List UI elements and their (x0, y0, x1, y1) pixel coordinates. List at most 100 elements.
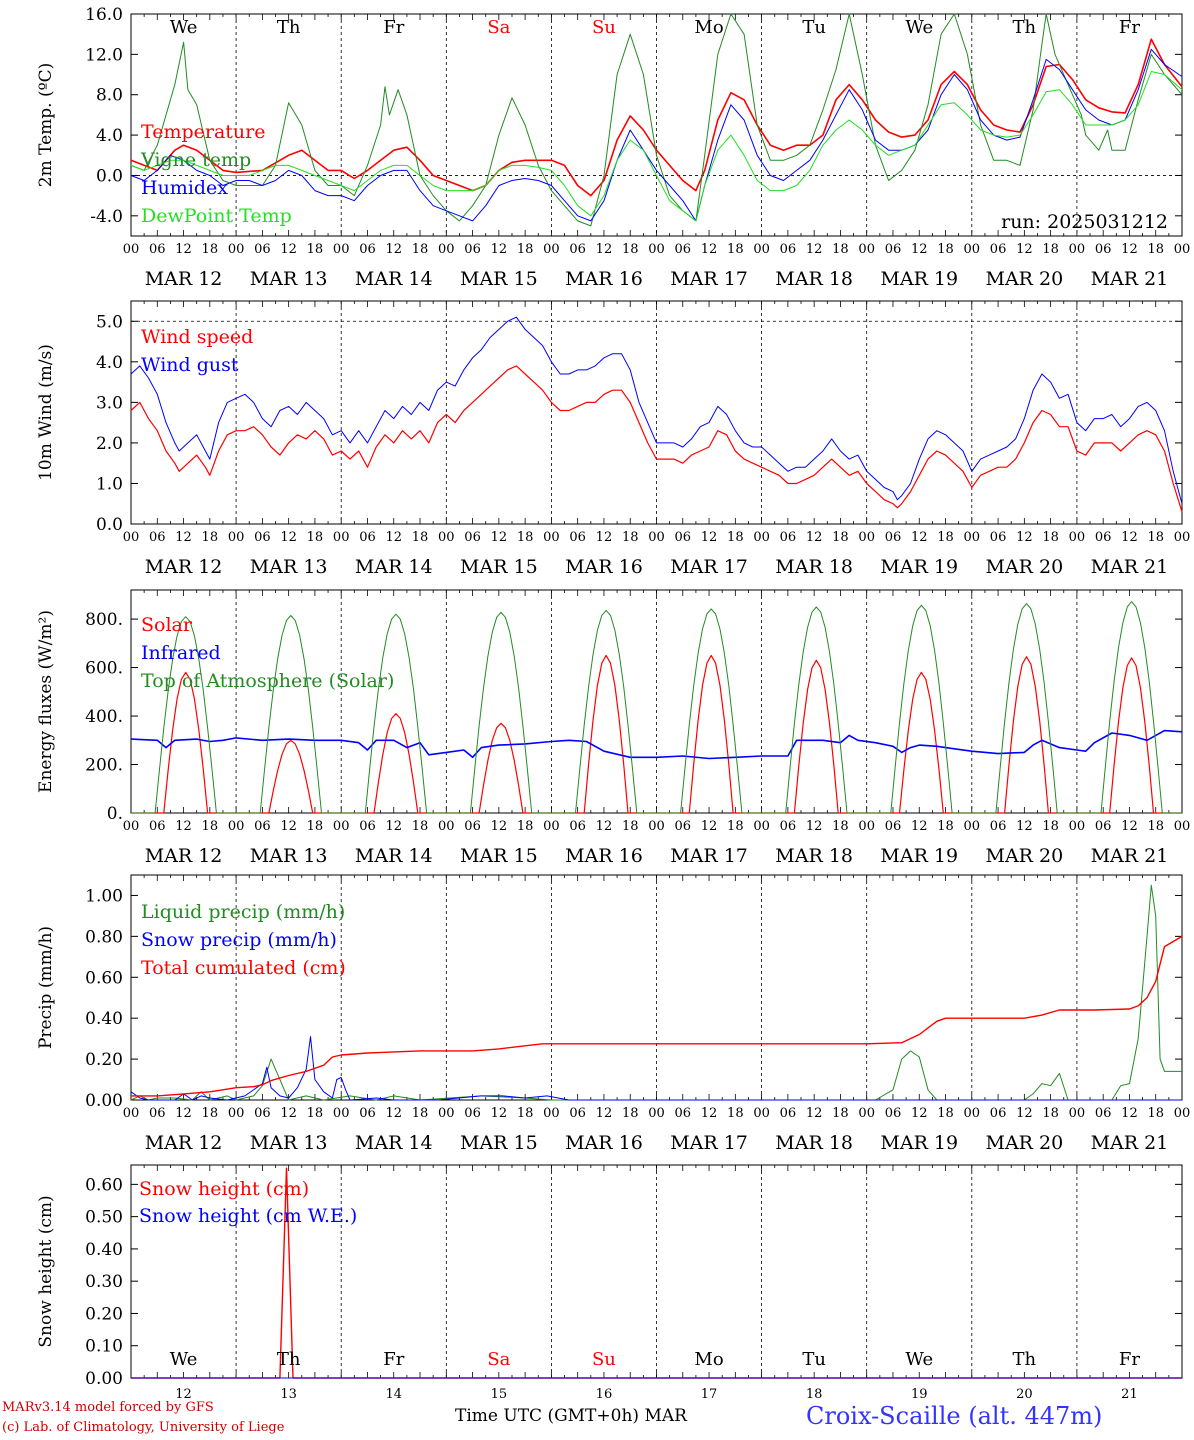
hour-tick-label: 00 (438, 242, 455, 257)
chart-panel-snow: 0.60 0.50 0.40 0.30 0.20 0.10 0.00 Snow height … (36, 1164, 1183, 1389)
y-tick-label: 0.20 (85, 1050, 123, 1070)
y-tick-label: 2.0 (96, 434, 123, 454)
hour-tick-label: 12 (596, 1106, 613, 1121)
hour-tick-label: 18 (937, 530, 954, 545)
hour-tick-label: 06 (780, 530, 797, 545)
day-label: MAR 15 (460, 556, 538, 578)
y-tick-label: 1.00 (85, 886, 123, 906)
y-axis-label: 2m Temp. (ºC) (36, 63, 56, 188)
series-line-blue (130, 729, 1183, 760)
hour-tick-label: 12 (911, 242, 928, 257)
hour-tick-label: 00 (1069, 819, 1086, 834)
hour-tick-label: 00 (438, 1106, 455, 1121)
hour-tick-label: 18 (1147, 242, 1164, 257)
hour-tick-label: 18 (202, 819, 219, 834)
y-tick-label: 0.50 (85, 1208, 123, 1228)
hour-tick-label: 06 (359, 530, 376, 545)
day-label: MAR 12 (145, 268, 223, 290)
day-number-label: 17 (701, 1387, 718, 1402)
legend-label: Top of Atmosphere (Solar) (141, 670, 394, 692)
hour-tick-label: 18 (202, 242, 219, 257)
hour-tick-label: 18 (727, 242, 744, 257)
day-label: MAR 18 (775, 268, 853, 290)
hour-tick-label: 12 (596, 819, 613, 834)
hour-tick-label: 12 (1121, 242, 1138, 257)
hour-tick-label: 06 (254, 819, 271, 834)
hour-tick-label: 18 (832, 819, 849, 834)
hour-tick-label: 00 (964, 819, 981, 834)
hour-tick-label: 06 (569, 242, 586, 257)
day-label: MAR 13 (250, 1132, 328, 1154)
hour-tick-label: 00 (1174, 530, 1191, 545)
hour-tick-label: 00 (858, 530, 875, 545)
hour-tick-label: 06 (1095, 242, 1112, 257)
day-label: MAR 18 (775, 845, 853, 867)
y-axis-label: Precip (mm/h) (36, 926, 56, 1049)
y-tick-label: 4.0 (96, 353, 123, 373)
hour-tick-label: 06 (675, 242, 692, 257)
hour-tick-label: 00 (648, 819, 665, 834)
y-tick-label: 0.0 (96, 515, 123, 535)
y-tick-label: 1.0 (96, 474, 123, 494)
month-label: MAR (644, 1406, 687, 1426)
day-label: MAR 20 (985, 845, 1063, 867)
hour-tick-label: 06 (885, 530, 902, 545)
hour-tick-label: 18 (622, 1106, 639, 1121)
hour-tick-label: 18 (517, 1106, 534, 1121)
hour-tick-label: 18 (412, 242, 429, 257)
hour-tick-label: 12 (806, 242, 823, 257)
hour-tick-label: 00 (648, 242, 665, 257)
y-tick-label: 5.0 (96, 312, 123, 332)
day-label: MAR 16 (565, 845, 643, 867)
y-tick-label: 200. (85, 756, 123, 776)
series-line-red (130, 38, 1183, 197)
day-label: MAR 15 (460, 268, 538, 290)
hour-tick-label: 06 (885, 242, 902, 257)
hour-tick-label: 00 (123, 819, 140, 834)
hour-tick-label: 12 (806, 1106, 823, 1121)
hour-tick-label: 00 (1174, 242, 1191, 257)
y-tick-label: 0.80 (85, 927, 123, 947)
hour-tick-label: 18 (307, 819, 324, 834)
day-number-label: 12 (175, 1387, 192, 1402)
hour-tick-label: 12 (1016, 530, 1033, 545)
hour-tick-label: 00 (333, 242, 350, 257)
hour-tick-label: 00 (648, 1106, 665, 1121)
weekday-label: Fr (1119, 1349, 1140, 1370)
weekday-label: Mo (694, 1349, 723, 1370)
station-name: Croix-Scaille (alt. 447m) (806, 1402, 1103, 1430)
hour-tick-label: 12 (1121, 819, 1138, 834)
y-tick-label: 400. (85, 707, 123, 727)
weekday-label: Th (1013, 1349, 1037, 1370)
hour-tick-label: 00 (753, 530, 770, 545)
hour-tick-label: 06 (254, 242, 271, 257)
legend-label: Wind speed (141, 326, 253, 348)
hour-tick-label: 06 (780, 819, 797, 834)
hour-tick-label: 06 (885, 1106, 902, 1121)
legend-label: Snow precip (mm/h) (141, 929, 337, 951)
hour-tick-label: 18 (622, 530, 639, 545)
hour-tick-label: 18 (832, 1106, 849, 1121)
hour-tick-label: 06 (254, 530, 271, 545)
hour-tick-label: 06 (359, 1106, 376, 1121)
hour-tick-label: 12 (911, 1106, 928, 1121)
y-tick-label: 4.0 (96, 126, 123, 146)
day-label: MAR 21 (1091, 268, 1169, 290)
hour-tick-label: 00 (123, 530, 140, 545)
hour-tick-label: 00 (228, 819, 245, 834)
hour-tick-label: 06 (464, 530, 481, 545)
hour-tick-label: 12 (701, 530, 718, 545)
weekday-label: Fr (383, 1349, 404, 1370)
hour-tick-label: 06 (990, 819, 1007, 834)
hour-tick-label: 12 (175, 819, 192, 834)
legend-label: Snow height (cm W.E.) (139, 1205, 357, 1227)
hour-tick-label: 18 (937, 242, 954, 257)
series-line-blue (130, 316, 1183, 504)
hour-tick-label: 18 (1042, 1106, 1059, 1121)
credit-line: (c) Lab. of Climatology, University of L… (2, 1420, 285, 1435)
day-label: MAR 12 (145, 1132, 223, 1154)
hour-tick-label: 18 (517, 819, 534, 834)
hour-tick-label: 18 (622, 819, 639, 834)
hour-tick-label: 06 (149, 819, 166, 834)
